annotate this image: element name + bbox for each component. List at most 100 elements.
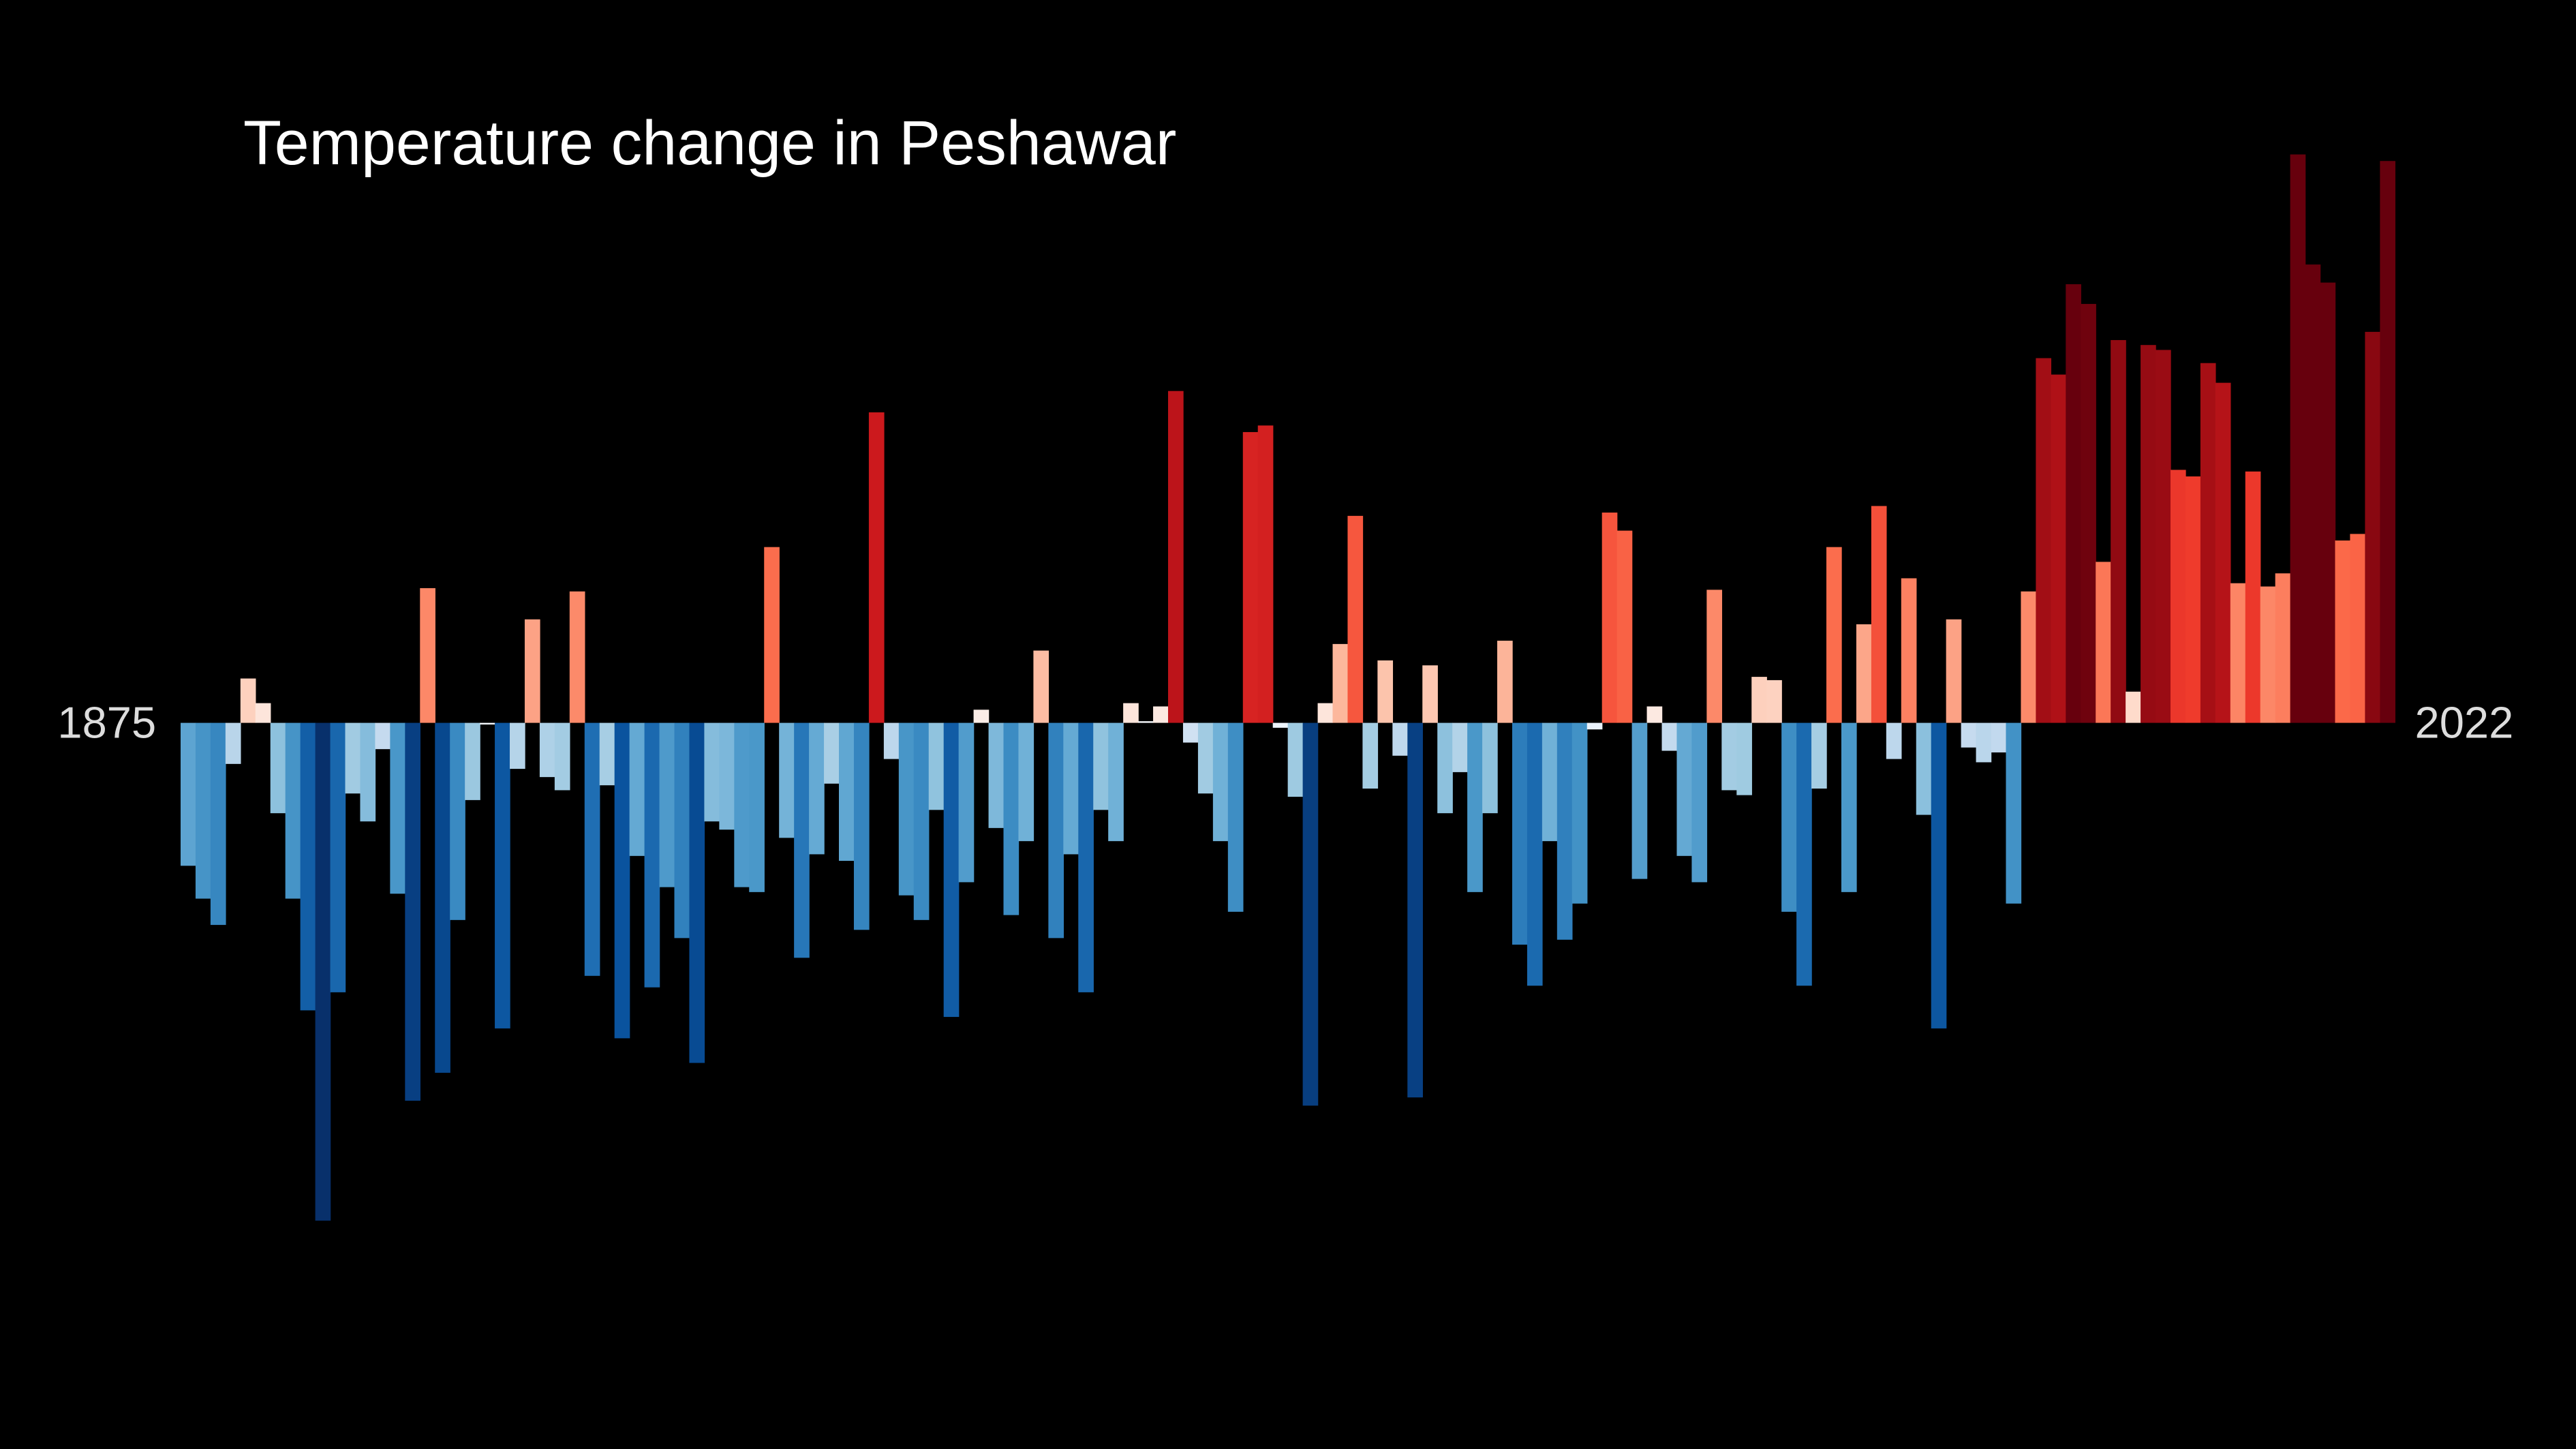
bar [824, 722, 840, 784]
bar [1377, 660, 1394, 723]
bar [480, 722, 495, 724]
bar [210, 722, 226, 926]
bar [1931, 722, 1947, 1028]
bar [1212, 722, 1229, 842]
bar [2215, 382, 2231, 723]
bar [1168, 391, 1184, 723]
bar [1362, 722, 1379, 789]
bar [629, 722, 645, 856]
bar [1542, 722, 1558, 842]
bar [495, 722, 510, 1028]
bar [898, 722, 915, 896]
bar [510, 722, 525, 769]
bar [2335, 540, 2351, 723]
bar [405, 722, 420, 1101]
bar [704, 722, 720, 822]
bar [2066, 284, 2081, 723]
bar [300, 722, 316, 1011]
bar [1063, 722, 1079, 855]
bar [2200, 363, 2216, 723]
bar [1003, 722, 1019, 915]
bar [2230, 583, 2246, 723]
bar [764, 547, 780, 723]
bar [1616, 530, 1633, 723]
bar [1901, 578, 1917, 723]
bar [1527, 722, 1543, 986]
chart-title: Temperature change in Peshawar [243, 108, 1176, 178]
bar [614, 722, 630, 1039]
bar [1093, 722, 1109, 810]
bar [2290, 154, 2306, 723]
bar [554, 722, 570, 791]
bar [225, 722, 241, 764]
bar [1856, 624, 1872, 723]
bar [2126, 691, 2141, 723]
bar [1302, 722, 1319, 1106]
bar [1287, 722, 1304, 797]
bar [1257, 425, 1274, 723]
bar [1317, 703, 1334, 723]
bar [1676, 722, 1693, 856]
bar [883, 722, 900, 759]
bar [928, 722, 945, 810]
bar [2036, 358, 2052, 723]
bar [1512, 722, 1528, 945]
bar [2111, 339, 2126, 723]
bar [1751, 677, 1767, 723]
bar [1242, 431, 1259, 723]
bar [1646, 706, 1663, 723]
bar [689, 722, 705, 1063]
bar [2006, 722, 2022, 904]
bar [1841, 722, 1857, 892]
bar [285, 722, 301, 899]
bar [1197, 722, 1214, 794]
bar [913, 722, 930, 920]
bar [345, 722, 361, 794]
bar [1347, 515, 1364, 723]
bar [1961, 722, 1977, 748]
bar [674, 722, 690, 939]
bar [1601, 513, 1618, 723]
bar [435, 722, 450, 1073]
bar [659, 722, 675, 887]
bar [779, 722, 795, 838]
bar [868, 412, 885, 723]
bar [1557, 722, 1573, 940]
bar [2021, 591, 2037, 723]
bar [1736, 722, 1752, 795]
bar [2170, 470, 2186, 723]
bar [1661, 722, 1678, 751]
bar [2380, 161, 2395, 723]
bar [1018, 722, 1034, 842]
bar [569, 591, 585, 723]
bar [1452, 722, 1468, 772]
x-tick-label: 1875 [57, 698, 156, 748]
bar [539, 722, 555, 778]
bar [839, 722, 855, 861]
bar [734, 722, 750, 887]
bar [1946, 619, 1962, 723]
bar [794, 722, 810, 958]
bar [988, 722, 1005, 828]
bar [1153, 706, 1169, 723]
bar [1123, 703, 1139, 723]
bar [420, 588, 435, 723]
bar [1138, 721, 1154, 723]
bar [958, 722, 975, 883]
bar [1033, 650, 1049, 723]
bar [1826, 547, 1842, 723]
bar [2305, 264, 2321, 723]
bar [465, 722, 480, 800]
bar [1437, 722, 1453, 814]
bar [584, 722, 600, 976]
bar [1332, 643, 1349, 723]
bar [390, 722, 406, 894]
bar [255, 703, 271, 723]
bar [719, 722, 735, 830]
bar [2260, 586, 2276, 723]
bar [1422, 665, 1438, 723]
bar [2350, 534, 2366, 723]
bar [1048, 722, 1064, 939]
